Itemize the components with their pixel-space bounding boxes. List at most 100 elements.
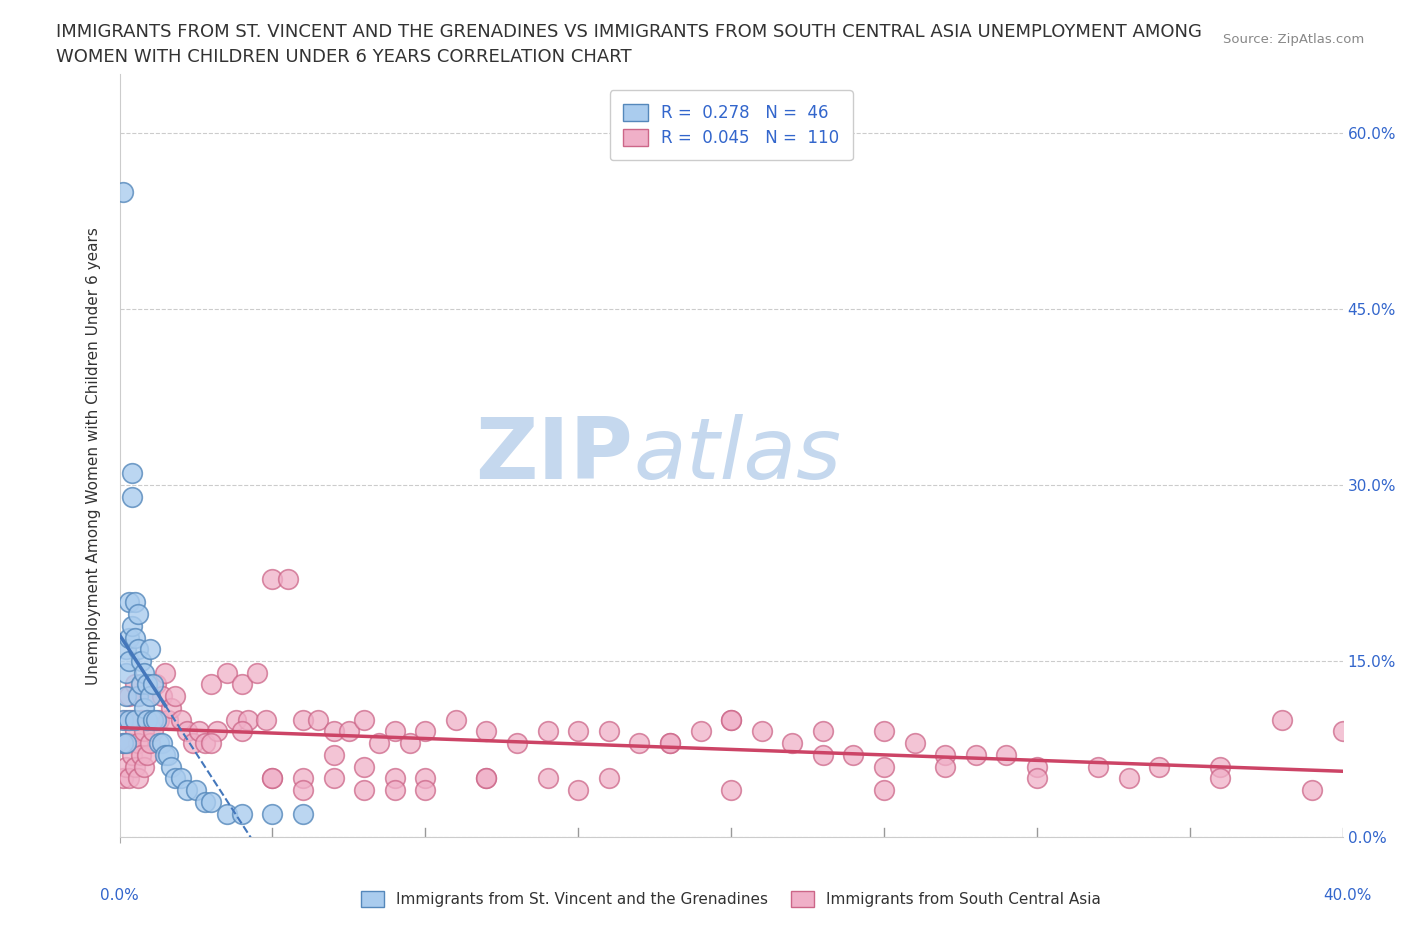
Point [720, 712, 742, 727]
Point [254, 712, 277, 727]
Point [136, 677, 159, 692]
Point [1026, 759, 1049, 774]
Point [194, 794, 217, 809]
Point [129, 712, 152, 727]
Point [215, 806, 238, 821]
Point [129, 654, 152, 669]
Point [114, 736, 136, 751]
Point [200, 677, 222, 692]
Point [118, 689, 141, 704]
Point [904, 736, 927, 751]
Point [873, 724, 896, 738]
Point [121, 466, 143, 481]
Point [1118, 771, 1140, 786]
Point [1301, 783, 1323, 798]
Point [598, 771, 620, 786]
Point [262, 771, 284, 786]
Point [413, 771, 436, 786]
Point [121, 618, 143, 633]
Point [132, 665, 155, 680]
Point [188, 724, 211, 738]
Point [873, 783, 896, 798]
Point [127, 689, 149, 704]
Point [127, 689, 149, 704]
Point [965, 748, 987, 763]
Point [157, 748, 180, 763]
Point [111, 184, 134, 199]
Text: IMMIGRANTS FROM ST. VINCENT AND THE GRENADINES VS IMMIGRANTS FROM SOUTH CENTRAL : IMMIGRANTS FROM ST. VINCENT AND THE GREN… [56, 23, 1202, 41]
Point [114, 689, 136, 704]
Text: 40.0%: 40.0% [1323, 888, 1371, 903]
Point [811, 724, 834, 738]
Point [215, 665, 238, 680]
Point [139, 689, 162, 704]
Point [1149, 759, 1171, 774]
Point [150, 689, 173, 704]
Point [124, 759, 146, 774]
Point [127, 771, 149, 786]
Point [163, 689, 186, 704]
Point [124, 631, 146, 645]
Point [292, 783, 315, 798]
Point [124, 712, 146, 727]
Point [1209, 771, 1232, 786]
Point [111, 771, 134, 786]
Point [384, 771, 406, 786]
Point [1209, 759, 1232, 774]
Point [121, 489, 143, 504]
Point [114, 665, 136, 680]
Point [145, 712, 167, 727]
Point [262, 571, 284, 586]
Point [139, 689, 162, 704]
Point [163, 771, 186, 786]
Point [1087, 759, 1109, 774]
Point [118, 654, 141, 669]
Point [277, 571, 299, 586]
Point [184, 783, 207, 798]
Point [160, 759, 183, 774]
Point [231, 677, 253, 692]
Text: atlas: atlas [633, 414, 841, 498]
Point [194, 736, 217, 751]
Point [292, 771, 315, 786]
Point [129, 748, 152, 763]
Point [145, 677, 167, 692]
Point [155, 665, 177, 680]
Point [155, 748, 177, 763]
Point [200, 736, 222, 751]
Point [132, 759, 155, 774]
Point [689, 724, 711, 738]
Point [720, 712, 742, 727]
Point [160, 700, 183, 715]
Text: 0.0%: 0.0% [100, 888, 139, 903]
Text: WOMEN WITH CHILDREN UNDER 6 YEARS CORRELATION CHART: WOMEN WITH CHILDREN UNDER 6 YEARS CORREL… [56, 48, 631, 66]
Point [353, 759, 375, 774]
Legend: R =  0.278   N =  46, R =  0.045   N =  110: R = 0.278 N = 46, R = 0.045 N = 110 [610, 90, 852, 160]
Point [139, 642, 162, 657]
Point [236, 712, 259, 727]
Point [322, 724, 344, 738]
Point [136, 748, 159, 763]
Point [129, 677, 152, 692]
Point [720, 783, 742, 798]
Point [136, 712, 159, 727]
Point [1331, 724, 1354, 738]
Point [475, 771, 498, 786]
Y-axis label: Unemployment Among Women with Children Under 6 years: Unemployment Among Women with Children U… [86, 227, 101, 684]
Point [176, 783, 198, 798]
Point [659, 736, 682, 751]
Point [148, 736, 170, 751]
Point [246, 665, 269, 680]
Point [118, 771, 141, 786]
Point [567, 783, 589, 798]
Point [150, 736, 173, 751]
Point [628, 736, 651, 751]
Point [118, 595, 141, 610]
Point [169, 771, 191, 786]
Point [322, 771, 344, 786]
Point [136, 712, 159, 727]
Point [111, 736, 134, 751]
Point [842, 748, 865, 763]
Point [121, 748, 143, 763]
Point [225, 712, 247, 727]
